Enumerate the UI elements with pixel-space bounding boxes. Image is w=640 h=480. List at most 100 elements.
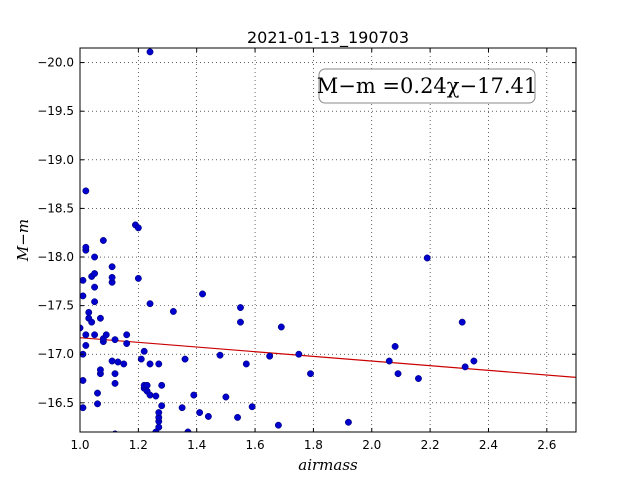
data-point (114, 358, 122, 366)
data-point (80, 292, 87, 300)
data-point (242, 360, 250, 368)
data-point (274, 421, 282, 429)
data-point (190, 391, 198, 399)
y-tick-label: −18.0 (37, 250, 74, 264)
data-point (111, 336, 119, 344)
data-point (216, 351, 224, 359)
data-point (461, 363, 469, 371)
data-point (234, 413, 242, 421)
fit-line-layer (80, 337, 576, 378)
data-point (108, 273, 116, 281)
data-point (391, 343, 399, 350)
data-point (102, 331, 110, 339)
data-point (158, 402, 166, 410)
y-axis-label: M−m (14, 219, 32, 262)
data-point (134, 224, 142, 232)
y-tick-label: −17.0 (37, 347, 74, 361)
data-point (423, 254, 431, 262)
data-point (111, 379, 119, 387)
data-point (134, 274, 142, 282)
data-point (120, 360, 128, 368)
data-point (222, 393, 230, 401)
data-point (91, 253, 99, 261)
data-point (152, 392, 160, 400)
data-point (91, 270, 99, 277)
data-point (204, 412, 212, 420)
data-point (155, 409, 163, 417)
data-point (169, 308, 177, 315)
data-point (470, 357, 478, 365)
data-point (99, 237, 107, 244)
data-point (146, 360, 154, 368)
data-point (80, 404, 87, 412)
data-point (307, 370, 314, 378)
data-point (158, 381, 166, 389)
data-point (108, 263, 116, 271)
plot-frame (79, 47, 577, 433)
data-point (344, 418, 352, 426)
x-axis-ticks: 1.0 1.2 1.4 1.6 1.8 2.0 2.2 2.4 2.6 (70, 48, 556, 452)
x-tick-label: 1.4 (187, 438, 206, 452)
y-tick-label: −19.5 (37, 104, 74, 118)
data-point (111, 370, 119, 378)
data-point (146, 300, 154, 308)
x-tick-label: 1.6 (246, 438, 265, 452)
data-point (181, 355, 189, 363)
data-point (385, 357, 393, 365)
data-point (80, 377, 87, 384)
data-point (108, 357, 116, 365)
chart-title: 2021-01-13_190703 (247, 28, 409, 48)
data-point (123, 331, 131, 339)
x-tick-label: 1.8 (304, 438, 323, 452)
fit-equation-frame (318, 68, 536, 104)
data-point (91, 283, 99, 291)
x-tick-label: 2.2 (421, 438, 440, 452)
data-point (88, 318, 96, 326)
fit-equation-box: M−m =0.24χ−17.41 (317, 68, 537, 104)
data-point (266, 352, 274, 360)
x-tick-label: 2.0 (362, 438, 381, 452)
data-point (248, 403, 256, 411)
y-tick-label: −19.0 (37, 153, 74, 167)
y-tick-label: −17.5 (37, 299, 74, 313)
data-points (80, 48, 478, 432)
data-point (237, 318, 244, 326)
data-point (414, 375, 422, 382)
data-point (146, 48, 154, 56)
x-tick-label: 2.6 (537, 438, 556, 452)
data-point (94, 400, 101, 408)
y-axis-ticks: −16.5 −17.0 −17.5 −18.0 −18.5 −19.0 −19.5 −20.0 (37, 56, 576, 410)
data-point (277, 323, 285, 331)
fit-equation-text: M−m =0.24χ−17.41 (317, 74, 537, 98)
data-point (137, 355, 145, 363)
data-point (82, 243, 90, 251)
data-point (85, 308, 93, 316)
y-tick-label: −18.5 (37, 201, 74, 215)
grid-lines (79, 48, 576, 432)
data-point (82, 331, 90, 339)
data-point (199, 290, 206, 298)
data-point (96, 314, 104, 322)
data-point (155, 360, 163, 368)
data-point (82, 342, 90, 349)
data-point (458, 318, 466, 326)
x-tick-label: 2.4 (479, 438, 498, 452)
data-point (96, 366, 104, 374)
data-point (82, 187, 90, 195)
y-tick-label: −16.5 (37, 396, 74, 410)
data-point (237, 304, 244, 312)
data-point (295, 350, 303, 358)
data-point (123, 340, 131, 347)
x-axis-label: airmass (298, 456, 358, 474)
y-tick-label: −20.0 (37, 56, 74, 70)
data-point (94, 389, 101, 397)
data-point (143, 381, 151, 389)
data-point (91, 331, 99, 339)
data-point (140, 347, 148, 355)
data-point (196, 409, 204, 417)
data-point (146, 391, 154, 399)
data-point (80, 276, 87, 284)
x-tick-label: 1.0 (70, 438, 89, 452)
fit-line (80, 337, 576, 378)
